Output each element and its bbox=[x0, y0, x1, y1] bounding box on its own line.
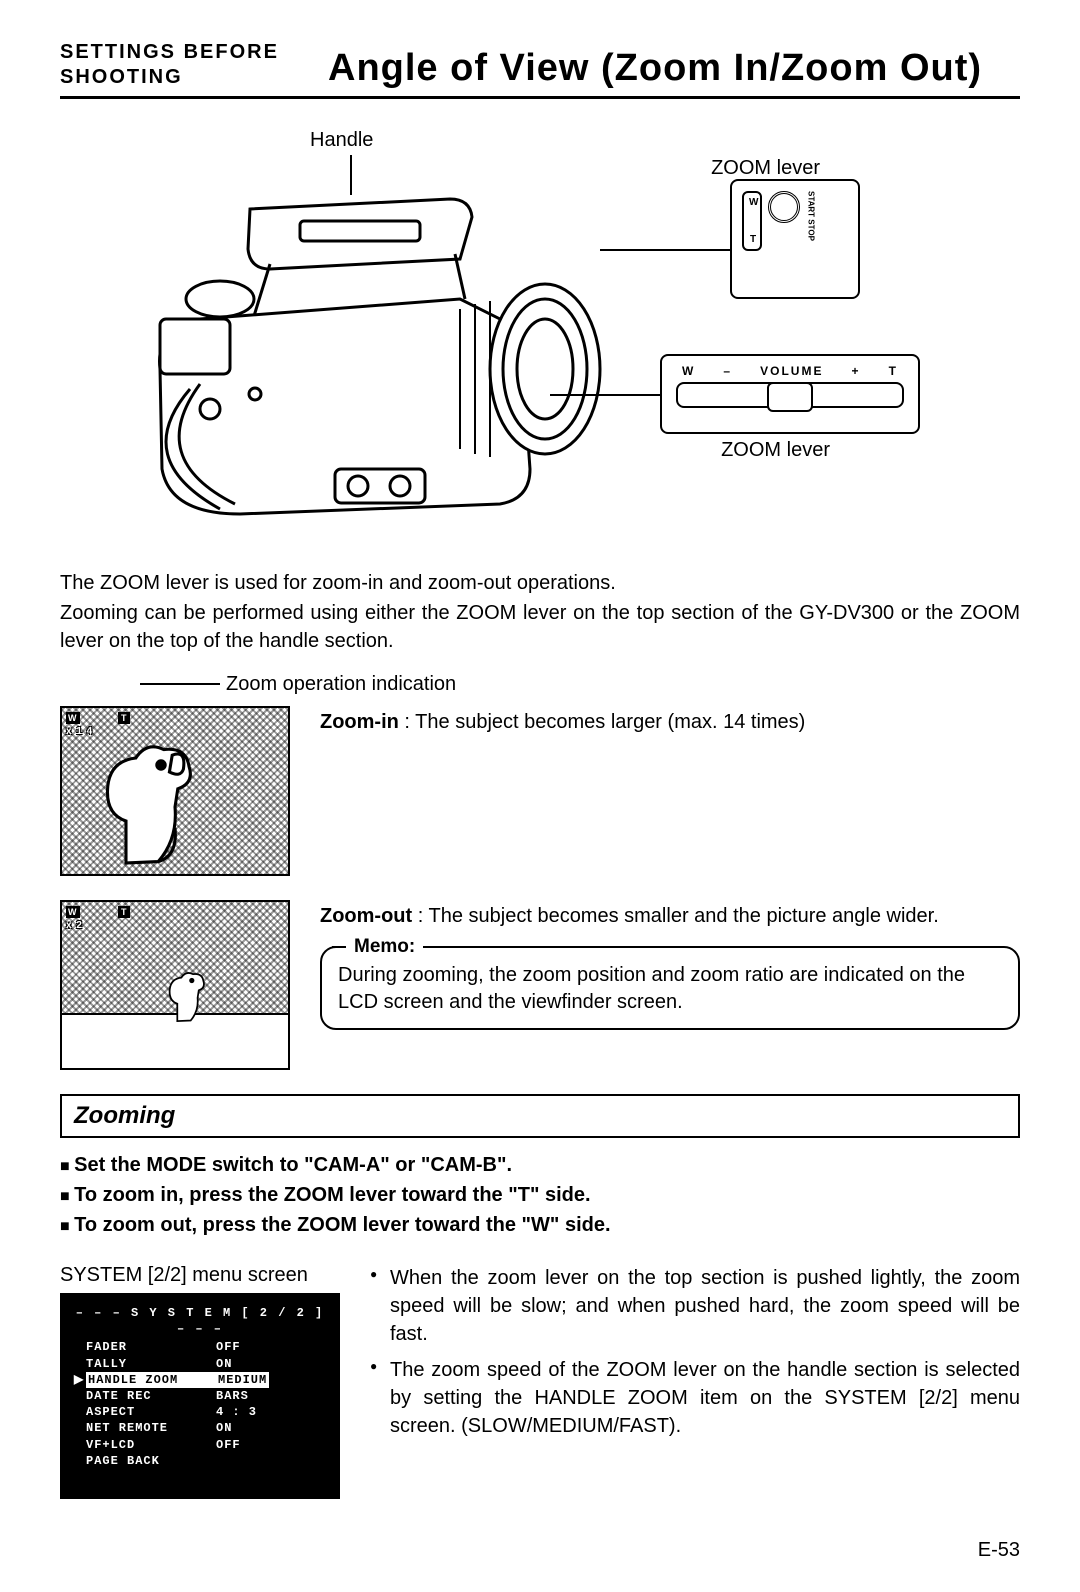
section-line2: SHOOTING bbox=[60, 66, 183, 88]
menu-value: ON bbox=[216, 1420, 232, 1436]
memo-box: Memo: During zooming, the zoom position … bbox=[320, 946, 1020, 1030]
zoom-in-label: Zoom-in bbox=[320, 711, 399, 733]
zoom-out-thumbnail: W T x 2 bbox=[60, 900, 290, 1070]
zoom-out-description: Zoom-out : The subject becomes smaller a… bbox=[320, 900, 1020, 1070]
callout-leader-top bbox=[600, 249, 730, 251]
intro-p1: The ZOOM lever is used for zoom-in and z… bbox=[60, 569, 1020, 597]
camera-diagram: Handle bbox=[60, 129, 1020, 559]
menu-value: BARS bbox=[216, 1388, 249, 1404]
note-1: When the zoom lever on the top section i… bbox=[370, 1264, 1020, 1348]
menu-column: SYSTEM [2/2] menu screen – – – S Y S T E… bbox=[60, 1264, 340, 1499]
start-stop-button-icon bbox=[768, 191, 800, 223]
w-label: W bbox=[682, 364, 695, 378]
zoom-lever-callout-bottom: W – VOLUME + T bbox=[660, 354, 920, 434]
menu-row: DATE RECBARS bbox=[74, 1388, 326, 1404]
menu-row: TALLYON bbox=[74, 1356, 326, 1372]
page-number: E-53 bbox=[60, 1539, 1020, 1562]
zooming-heading: Zooming bbox=[60, 1094, 1020, 1138]
menu-row: FADEROFF bbox=[74, 1339, 326, 1355]
start-stop-label: START STOP bbox=[806, 191, 815, 241]
zooming-bullets: Set the MODE switch to "CAM-A" or "CAM-B… bbox=[60, 1150, 1020, 1240]
menu-key: FADER bbox=[86, 1339, 216, 1355]
zoom-in-block: W T x 1 4 Zoom-in : The subject becomes … bbox=[60, 706, 1020, 876]
indicator-row: Zoom operation indication bbox=[60, 673, 1020, 696]
dog-icon-large bbox=[72, 730, 222, 870]
zoom-out-block: W T x 2 Zoom-out : The subject becomes s… bbox=[60, 900, 1020, 1070]
zoom-lever-label-bottom: ZOOM lever bbox=[721, 439, 830, 462]
w-label: W bbox=[749, 197, 758, 208]
menu-value: OFF bbox=[216, 1437, 241, 1453]
camera-illustration bbox=[100, 169, 620, 529]
zoom-out-text: : The subject becomes smaller and the pi… bbox=[412, 905, 939, 927]
memo-text: During zooming, the zoom position and zo… bbox=[338, 962, 1002, 1016]
zoom-in-description: Zoom-in : The subject becomes larger (ma… bbox=[320, 706, 1020, 876]
memo-tick bbox=[332, 946, 346, 948]
volume-knob-icon bbox=[767, 382, 813, 412]
plus-label: + bbox=[852, 364, 861, 378]
menu-value: ON bbox=[216, 1356, 232, 1372]
menu-row: NET REMOTEON bbox=[74, 1420, 326, 1436]
menu-title: – – – S Y S T E M [ 2 / 2 ] – – – bbox=[74, 1305, 326, 1337]
osd-ratio: x 2 bbox=[66, 920, 83, 931]
page-header: SETTINGS BEFORE SHOOTING Angle of View (… bbox=[60, 40, 1020, 99]
menu-key: DATE REC bbox=[86, 1388, 216, 1404]
notes-column: When the zoom lever on the top section i… bbox=[370, 1264, 1020, 1448]
osd-t: T bbox=[118, 906, 130, 918]
handle-label: Handle bbox=[310, 129, 373, 152]
volume-track-icon bbox=[676, 382, 904, 408]
zoom-lever-callout-top: W T START STOP bbox=[730, 179, 860, 299]
note-2: The zoom speed of the ZOOM lever on the … bbox=[370, 1356, 1020, 1440]
menu-value: OFF bbox=[216, 1339, 241, 1355]
intro-text: The ZOOM lever is used for zoom-in and z… bbox=[60, 569, 1020, 655]
dog-icon-small bbox=[157, 966, 215, 1024]
page-title: Angle of View (Zoom In/Zoom Out) bbox=[320, 47, 1020, 90]
menu-row: PAGE BACK bbox=[74, 1453, 326, 1469]
osd-w: W bbox=[66, 712, 80, 724]
minus-label: – bbox=[723, 364, 732, 378]
bullet-3: To zoom out, press the ZOOM lever toward… bbox=[60, 1210, 1020, 1240]
bullet-2: To zoom in, press the ZOOM lever toward … bbox=[60, 1180, 1020, 1210]
section-line1: SETTINGS BEFORE bbox=[60, 41, 279, 63]
section-label: SETTINGS BEFORE SHOOTING bbox=[60, 40, 320, 90]
menu-row: ▶HANDLE ZOOMMEDIUM bbox=[74, 1372, 326, 1388]
zoom-in-text: : The subject becomes larger (max. 14 ti… bbox=[399, 711, 805, 733]
zoom-out-label: Zoom-out bbox=[320, 905, 412, 927]
menu-key: TALLY bbox=[86, 1356, 216, 1372]
menu-screen: – – – S Y S T E M [ 2 / 2 ] – – – FADERO… bbox=[60, 1293, 340, 1499]
zoom-lever-label-top: ZOOM lever bbox=[711, 157, 820, 180]
menu-row: VF+LCDOFF bbox=[74, 1437, 326, 1453]
osd-w: W bbox=[66, 906, 80, 918]
bottom-row: SYSTEM [2/2] menu screen – – – S Y S T E… bbox=[60, 1264, 1020, 1499]
menu-key: HANDLE ZOOM bbox=[86, 1372, 216, 1388]
t-label: T bbox=[889, 364, 898, 378]
menu-key: NET REMOTE bbox=[86, 1420, 216, 1436]
callout-leader-bottom bbox=[550, 394, 660, 396]
zoom-slider-icon: W T bbox=[742, 191, 762, 251]
menu-key: ASPECT bbox=[86, 1404, 216, 1420]
menu-key: VF+LCD bbox=[86, 1437, 216, 1453]
menu-row: ASPECT4 : 3 bbox=[74, 1404, 326, 1420]
memo-title: Memo: bbox=[346, 934, 423, 960]
intro-p2: Zooming can be performed using either th… bbox=[60, 599, 1020, 655]
indicator-label: Zoom operation indication bbox=[226, 673, 456, 696]
menu-value: MEDIUM bbox=[216, 1372, 269, 1388]
osd-t: T bbox=[118, 712, 130, 724]
bullet-1: Set the MODE switch to "CAM-A" or "CAM-B… bbox=[60, 1150, 1020, 1180]
menu-value: 4 : 3 bbox=[216, 1404, 257, 1420]
zoom-in-thumbnail: W T x 1 4 bbox=[60, 706, 290, 876]
indicator-leader-line bbox=[140, 683, 220, 685]
menu-caption: SYSTEM [2/2] menu screen bbox=[60, 1264, 340, 1287]
volume-label: VOLUME bbox=[760, 364, 823, 378]
menu-key: PAGE BACK bbox=[86, 1453, 216, 1469]
t-label: T bbox=[750, 234, 756, 245]
